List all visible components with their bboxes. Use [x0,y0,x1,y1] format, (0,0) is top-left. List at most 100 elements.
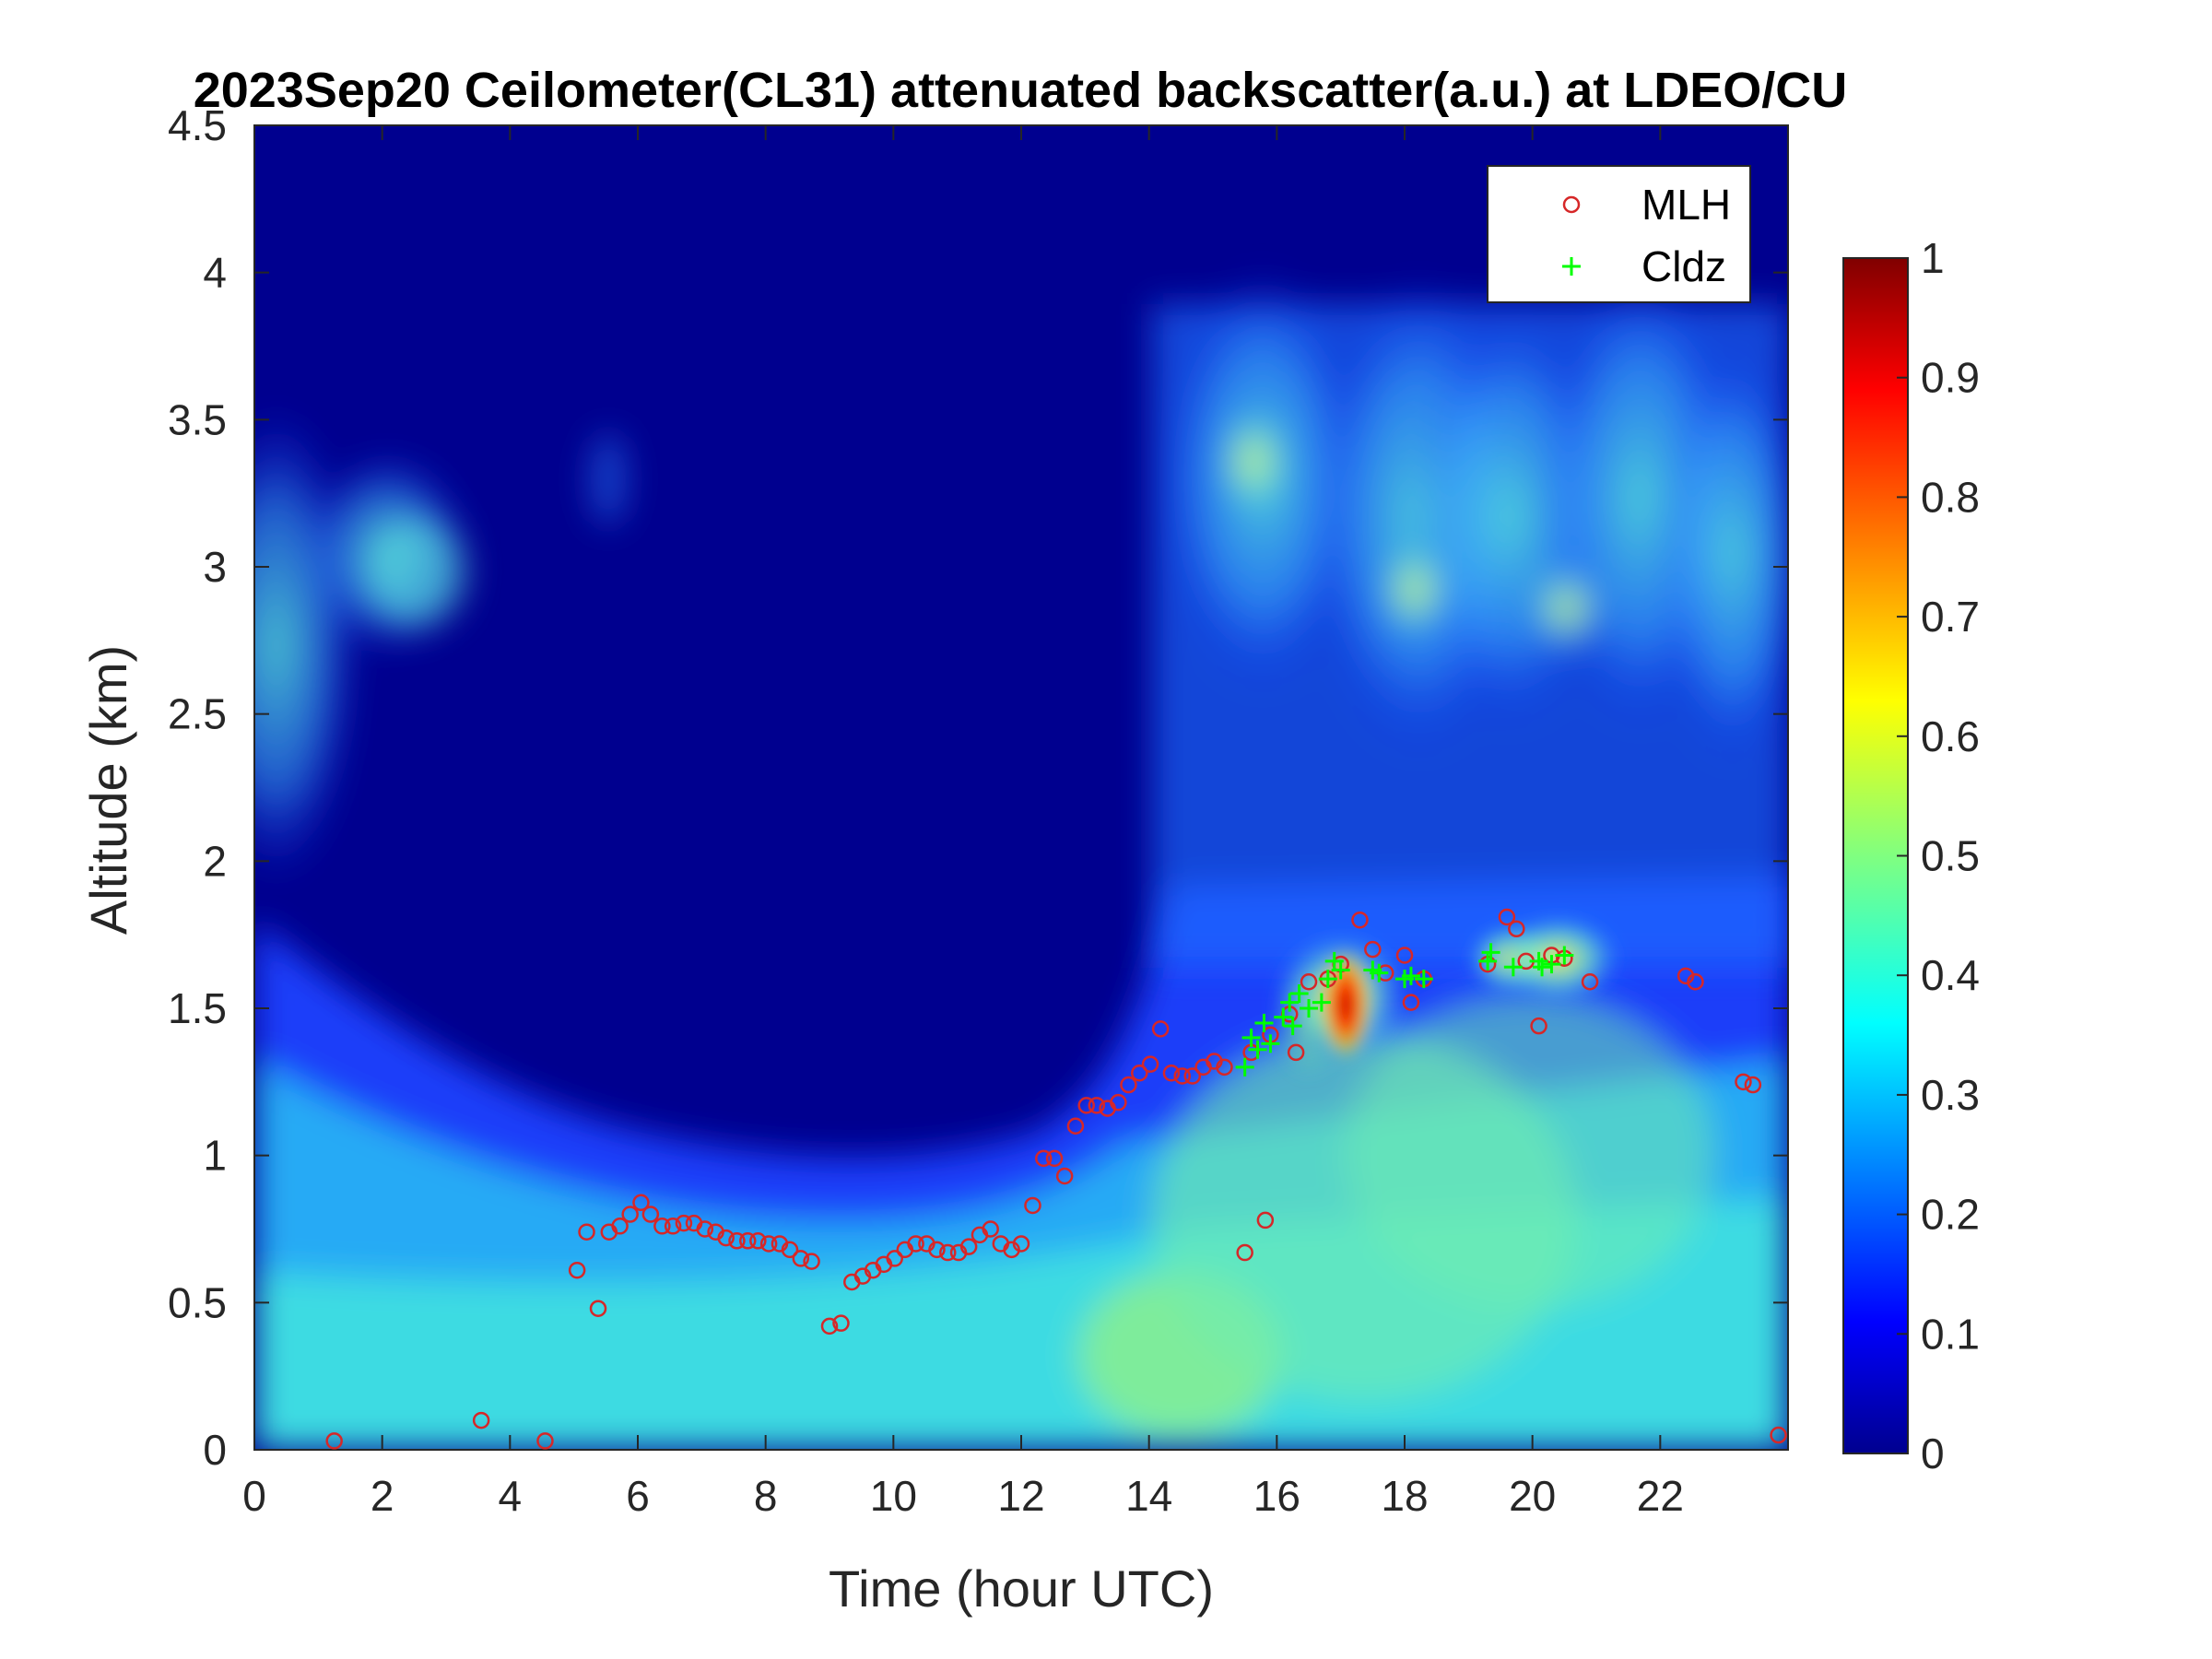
mlh-point [1151,1020,1170,1038]
y-tick-label: 2 [203,837,227,885]
x-tick-label: 8 [754,1472,778,1520]
mlh-point [1055,1167,1074,1185]
backscatter-heatmap [254,125,1788,1450]
mlh-point [781,1241,799,1259]
colorbar-tick-label: 1 [1921,234,1945,282]
colorbar-tick-label: 0.3 [1921,1071,1980,1119]
x-axis: 0 2 4 6 8 10 12 14 16 18 20 22 [242,125,1684,1520]
cldz-point [1542,955,1561,974]
mlh-point [1498,908,1516,926]
mlh-point [939,1243,957,1262]
mlh-point [728,1232,746,1250]
mlh-point [759,1235,778,1253]
mlh-point [1024,1196,1041,1215]
cldz-point [1248,1040,1267,1059]
y-tick-label: 1 [203,1132,227,1180]
mlh-point [1581,973,1599,991]
mlh-point [1141,1055,1159,1073]
mlh-point [982,1220,999,1238]
mlh-point [1351,911,1369,929]
cldz-point [1555,946,1574,965]
early-aerosol-layer [254,406,627,885]
colorbar-tick-label: 0 [1921,1430,1945,1477]
mlh-point [959,1238,978,1255]
mlh-point [1035,1149,1053,1168]
mlh-point [792,1250,810,1267]
colorbar-ticks: 0 0.1 0.2 0.3 0.4 0.5 0.6 0.7 0.8 0.9 1 [1897,234,1980,1477]
mlh-point [536,1432,554,1450]
colorbar-tick-label: 0.8 [1921,473,1980,521]
mlh-point [653,1218,671,1235]
mlh-point [1735,1073,1752,1091]
cldz-point [1533,958,1552,977]
y-tick-label: 0 [203,1426,227,1474]
colorbar-tick-label: 0.5 [1921,832,1980,880]
x-tick-label: 0 [242,1472,266,1520]
mlh-point [1300,973,1318,991]
cldz-point [1274,1007,1293,1027]
colorbar-tick-label: 0.4 [1921,951,1980,999]
mlh-point [1012,1235,1030,1253]
cldz-point [1283,1017,1302,1036]
mlh-point [832,1314,850,1332]
cldz-point [1254,1013,1274,1032]
mlh-point [1395,947,1414,964]
mlh-point [578,1223,595,1241]
y-tick-label: 0.5 [168,1278,227,1326]
mlh-point [1162,1065,1181,1082]
colorbar-tick-label: 0.1 [1921,1310,1980,1358]
cldz-point [1318,970,1337,989]
mlh-point [1287,1043,1305,1062]
mlh-point [1183,1067,1202,1085]
mlh-point [820,1317,839,1335]
x-tick-label: 4 [499,1472,523,1520]
mlh-point [1066,1117,1085,1135]
legend-cldz-marker [1562,257,1581,276]
colorbar-tick-label: 0.9 [1921,354,1980,402]
mlh-point [1530,1017,1547,1035]
legend-box [1487,165,1751,303]
cldz-point [1289,984,1309,1004]
mlh-point [739,1232,757,1250]
cldz-point [1370,963,1389,982]
x-tick-label: 16 [1253,1472,1300,1520]
x-tick-label: 10 [870,1472,917,1520]
x-axis-label: Time (hour UTC) [829,1559,1214,1618]
mlh-point [928,1241,946,1259]
mlh-point [675,1214,693,1232]
marker-layer [325,908,1787,1450]
y-axis-label: Altitude (km) [79,645,137,935]
mlh-point [589,1300,607,1317]
legend: MLH Cldz [1487,165,1751,303]
mlh-point [1120,1076,1137,1094]
cldz-point [1481,943,1500,962]
chart-title: 2023Sep20 Ceilometer(CL31) attenuated ba… [194,63,1848,118]
cldz-point [1261,1034,1280,1053]
afternoon-aerosol-field [1152,267,1788,968]
mlh-point [1402,994,1420,1011]
y-tick-label: 2.5 [168,690,227,738]
mlh-point [632,1194,650,1212]
mlh-point [1744,1076,1762,1094]
mlh-point [1236,1243,1253,1262]
cldz-point [1280,993,1300,1012]
mlh-point [696,1220,714,1238]
mlh-point [1687,973,1704,991]
mlh-point [621,1206,639,1223]
x-tick-label: 6 [626,1472,650,1520]
colorbar-tick-label: 0.6 [1921,712,1980,760]
cldz-point [1300,999,1318,1018]
cldz-point [1503,958,1523,977]
mlh-point [1173,1067,1191,1085]
legend-mlh-marker [1562,195,1581,214]
cldz-point [1478,951,1498,971]
mlh-point [1256,1211,1275,1230]
x-tick-label: 12 [997,1472,1044,1520]
mlh-point [1077,1097,1095,1114]
x-tick-label: 18 [1381,1472,1428,1520]
x-tick-label: 14 [1125,1472,1172,1520]
legend-mlh-label: MLH [1641,181,1731,229]
mlh-point [641,1206,660,1223]
mlh-point [1770,1426,1787,1444]
